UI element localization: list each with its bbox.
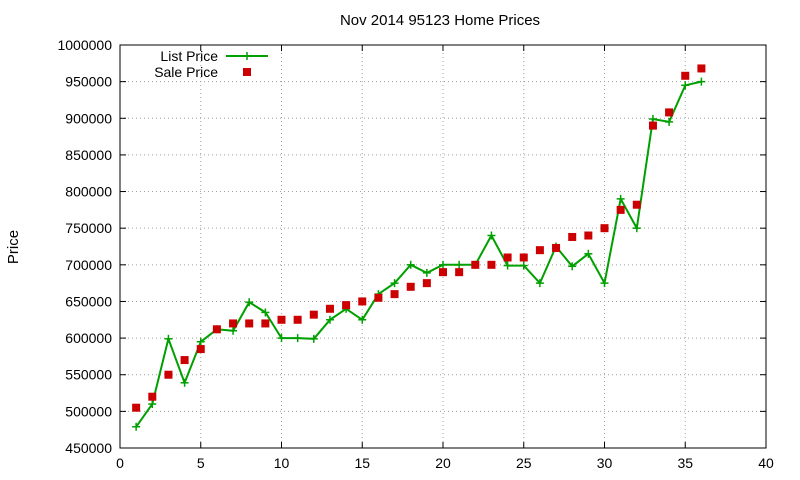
list-price-point <box>406 260 415 269</box>
sale-price-point <box>261 319 270 328</box>
legend-label: Sale Price <box>154 64 218 80</box>
sale-price-point <box>632 200 641 209</box>
list-price-point <box>697 77 706 86</box>
x-tick-label: 0 <box>116 455 124 471</box>
sale-price-point <box>681 71 690 80</box>
list-price-point <box>665 117 674 126</box>
legend-square <box>243 68 251 76</box>
y-tick-label: 1000000 <box>57 37 112 53</box>
list-price-point <box>309 334 318 343</box>
sale-price-point <box>180 356 189 365</box>
chart-title: Nov 2014 95123 Home Prices <box>340 12 540 29</box>
list-price-point <box>455 260 464 269</box>
y-tick-label: 650000 <box>65 293 112 309</box>
sale-price-point <box>616 205 625 214</box>
legend-label: List Price <box>160 48 218 64</box>
list-price-point <box>422 268 431 277</box>
y-tick-label: 550000 <box>65 367 112 383</box>
sale-price-point <box>212 325 221 334</box>
sale-price-point <box>229 319 238 328</box>
sale-price-point <box>503 253 512 262</box>
list-price-point <box>293 334 302 343</box>
sale-price-point <box>293 315 302 324</box>
sale-price-point <box>552 243 561 252</box>
sale-price-point <box>568 232 577 241</box>
x-tick-label: 20 <box>435 455 451 471</box>
sale-price-point <box>342 301 351 310</box>
x-tick-label: 35 <box>677 455 693 471</box>
y-tick-label: 850000 <box>65 147 112 163</box>
list-price-point <box>148 400 157 409</box>
list-price-point <box>568 262 577 271</box>
y-tick-label: 700000 <box>65 257 112 273</box>
list-price-point <box>164 334 173 343</box>
list-price-point <box>277 334 286 343</box>
sale-price-point <box>277 315 286 324</box>
sale-price-point <box>455 268 464 277</box>
y-tick-label: 500000 <box>65 403 112 419</box>
list-price-point <box>196 337 205 346</box>
x-tick-label: 5 <box>197 455 205 471</box>
x-tick-label: 40 <box>758 455 774 471</box>
sale-price-point <box>471 260 480 269</box>
list-price-point <box>600 279 609 288</box>
x-tick-label: 15 <box>354 455 370 471</box>
sale-price-point <box>535 246 544 255</box>
legend-plus <box>243 52 251 60</box>
sale-price-point <box>648 121 657 130</box>
list-price-point <box>487 231 496 240</box>
list-price-point <box>616 194 625 203</box>
sale-price-point <box>325 304 334 313</box>
sale-price-point <box>358 297 367 306</box>
sale-price-point <box>439 268 447 277</box>
list-price-point <box>439 260 447 269</box>
sale-price-point <box>374 293 383 302</box>
sale-price-point <box>148 392 157 401</box>
y-tick-label: 750000 <box>65 220 112 236</box>
y-tick-label: 800000 <box>65 184 112 200</box>
list-price-point <box>229 326 238 335</box>
y-tick-label: 600000 <box>65 330 112 346</box>
x-tick-label: 25 <box>516 455 532 471</box>
list-price-point <box>535 279 544 288</box>
series <box>132 64 706 431</box>
sale-price-point <box>390 290 399 299</box>
list-price-point <box>390 279 399 288</box>
sale-price-point <box>309 310 318 319</box>
sale-price-point <box>487 260 496 269</box>
y-tick-label: 950000 <box>65 74 112 90</box>
sale-price-point <box>422 279 431 288</box>
list-price-point <box>584 249 593 258</box>
list-price-point <box>503 261 512 270</box>
list-price-point <box>325 315 334 324</box>
list-price-point <box>180 378 189 387</box>
list-price-point <box>245 298 254 307</box>
sale-price-point <box>245 319 254 328</box>
y-axis-label: Price <box>5 230 22 264</box>
list-price-point <box>358 315 367 324</box>
axes: 450000 500000 550000 600000 650000 700000 7500… <box>57 37 774 471</box>
sale-price-point <box>665 108 674 117</box>
x-tick-label: 10 <box>274 455 290 471</box>
sale-price-point <box>519 253 528 262</box>
x-tick-label: 30 <box>597 455 613 471</box>
list-price-point <box>261 308 270 317</box>
list-price-point <box>519 261 528 270</box>
sale-price-point <box>584 231 593 240</box>
sale-price-point <box>406 282 415 291</box>
grid <box>120 45 766 448</box>
sale-price-point <box>164 370 173 379</box>
sale-price-point <box>697 64 706 73</box>
y-tick-label: 900000 <box>65 110 112 126</box>
sale-price-point <box>196 345 205 354</box>
y-tick-label: 450000 <box>65 440 112 456</box>
sale-price-point <box>600 224 609 233</box>
list-price-point <box>632 224 641 233</box>
list-price-point <box>681 81 690 90</box>
sale-price-point <box>132 403 141 412</box>
list-price-point <box>132 422 141 431</box>
